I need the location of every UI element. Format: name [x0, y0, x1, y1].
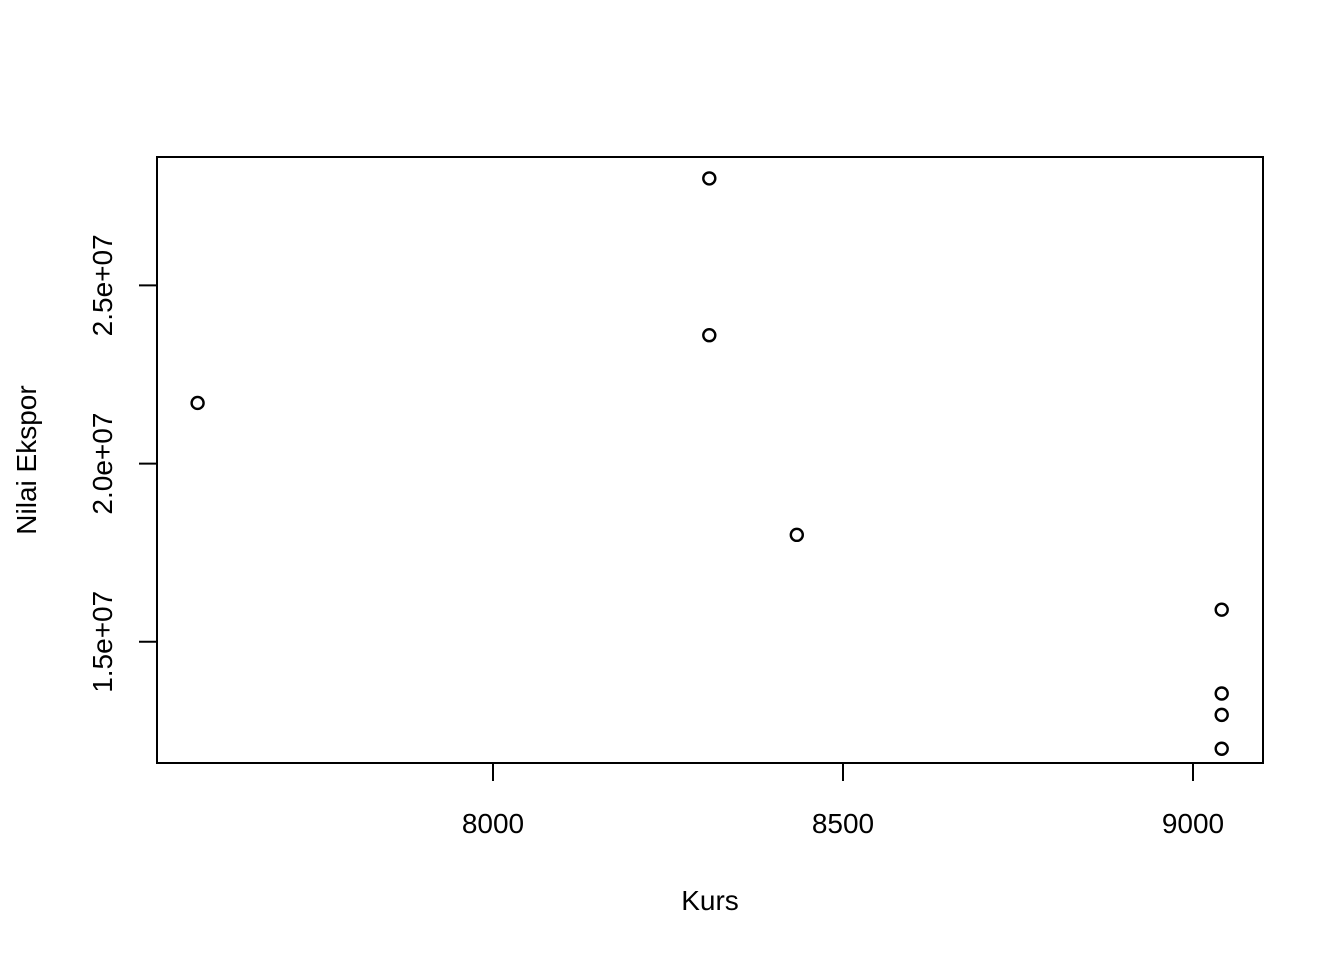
data-point	[1214, 602, 1229, 617]
data-points	[190, 171, 1229, 756]
data-point	[789, 527, 804, 543]
data-point	[1214, 707, 1229, 723]
x-axis: 8000 8500 9000	[462, 762, 1224, 839]
y-tick-label: 2.0e+07	[87, 413, 118, 515]
data-point	[702, 171, 717, 186]
y-tick-label: 1.5e+07	[87, 591, 118, 693]
x-tick-label: 9000	[1162, 808, 1224, 839]
data-point	[1214, 741, 1229, 756]
y-axis: 1.5e+07 2.0e+07 2.5e+07	[87, 234, 158, 693]
data-point	[1214, 686, 1229, 701]
x-tick-label: 8500	[812, 808, 874, 839]
data-point	[702, 328, 717, 343]
data-point	[190, 395, 205, 411]
plot-frame	[156, 156, 1264, 764]
y-axis-label: Nilai Ekspor	[11, 385, 42, 534]
y-tick-label: 2.5e+07	[87, 234, 118, 336]
x-axis-label: Kurs	[681, 885, 739, 916]
x-tick-label: 8000	[462, 808, 524, 839]
